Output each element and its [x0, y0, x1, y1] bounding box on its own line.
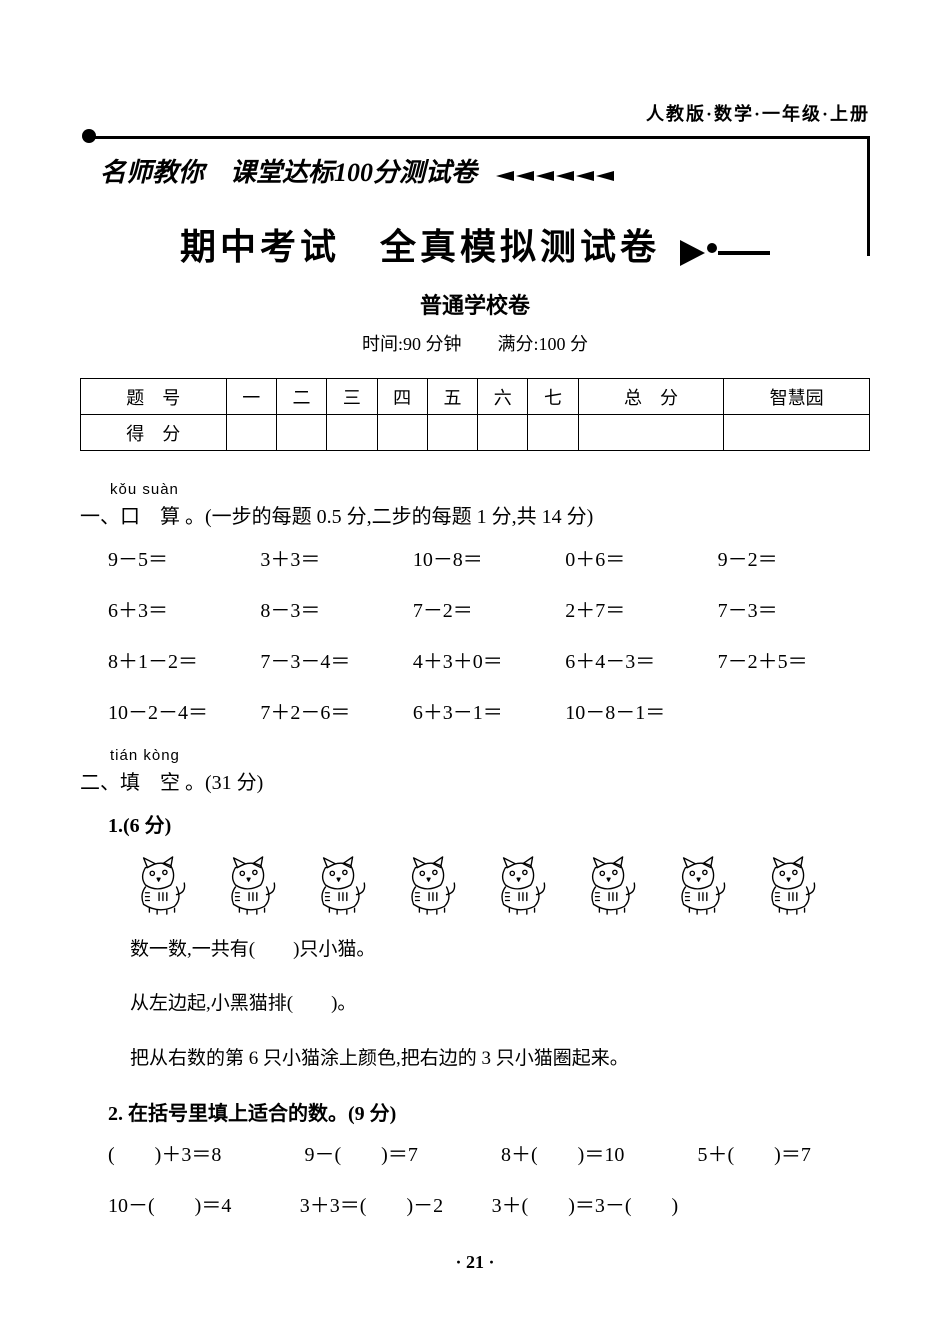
- q2-label: 2. 在括号里填上适合的数。(9 分): [108, 1097, 870, 1126]
- cat-icon: [130, 854, 192, 916]
- col-智慧园: 智慧园: [724, 379, 870, 415]
- fill-cell: ( )＋3＝8: [108, 1138, 281, 1167]
- cat-icon: [490, 854, 552, 916]
- calc-cell: [718, 696, 870, 725]
- score-cell: [478, 415, 528, 451]
- calc-cell: 8－3＝: [260, 594, 412, 623]
- calc-cell: 9－5＝: [108, 543, 260, 572]
- fill-cell: [702, 1189, 870, 1218]
- score-cell: [578, 415, 724, 451]
- score-cell: [226, 415, 276, 451]
- fill-cell: 10－( )＝4: [108, 1189, 276, 1218]
- cats-row: [130, 854, 870, 916]
- calc-cell: 6＋4－3＝: [565, 645, 717, 674]
- cat-icon: [220, 854, 282, 916]
- q1-line-c: 把从右数的第 6 只小猫涂上颜色,把右边的 3 只小猫圈起来。: [130, 1043, 870, 1075]
- score-cell: [276, 415, 326, 451]
- calc-row: 8＋1－2＝7－3－4＝4＋3＋0＝6＋4－3＝7－2＋5＝: [108, 645, 870, 674]
- calc-cell: 7－2＝: [413, 594, 565, 623]
- calc-cell: 8＋1－2＝: [108, 645, 260, 674]
- calc-cell: 7－3－4＝: [260, 645, 412, 674]
- q1-label: 1.(6 分): [108, 809, 870, 838]
- calc-cell: 3＋3＝: [260, 543, 412, 572]
- col-六: 六: [478, 379, 528, 415]
- score-cell: [377, 415, 427, 451]
- fill-cell: 3＋( )＝3－( ): [492, 1189, 679, 1218]
- q1-line-b: 从左边起,小黑猫排( )。: [130, 988, 870, 1020]
- calc-cell: 10－2－4＝: [108, 696, 260, 725]
- calc-cell: 7＋2－6＝: [260, 696, 412, 725]
- series-ornament-icon: [496, 160, 616, 190]
- section-1-pinyin: kǒu suàn: [110, 481, 870, 498]
- calc-cell: 10－8－1＝: [565, 696, 717, 725]
- calc-row: 9－5＝3＋3＝10－8＝0＋6＝9－2＝: [108, 543, 870, 572]
- calc-cell: 6＋3＝: [108, 594, 260, 623]
- main-title-text: 期中考试 全真模拟测试卷: [180, 226, 660, 267]
- calc-cell: 6＋3－1＝: [413, 696, 565, 725]
- q1-line-a: 数一数,一共有( )只小猫。: [130, 934, 870, 966]
- calc-row: 10－2－4＝7＋2－6＝6＋3－1＝10－8－1＝: [108, 696, 870, 725]
- title-arrow-icon: [680, 235, 770, 265]
- edition-label: 人教版·数学·一年级·上册: [80, 100, 870, 126]
- main-title: 期中考试 全真模拟测试卷: [80, 218, 870, 270]
- col-总 分: 总 分: [578, 379, 724, 415]
- row-label: 得 分: [81, 415, 227, 451]
- score-cell: [427, 415, 477, 451]
- score-cell: [327, 415, 377, 451]
- section-1: kǒu suàn 一、口 算 。(一步的每题 0.5 分,二步的每题 1 分,共…: [80, 481, 870, 725]
- col-四: 四: [377, 379, 427, 415]
- col-label: 题 号: [81, 379, 227, 415]
- calc-row: 6＋3＝8－3＝7－2＝2＋7＝7－3＝: [108, 594, 870, 623]
- cat-icon: [580, 854, 642, 916]
- fill-cell: 5＋( )＝7: [698, 1138, 871, 1167]
- calc-cell: 7－2＋5＝: [718, 645, 870, 674]
- score-header-row: 题 号一二三四五六七总 分智慧园: [81, 379, 870, 415]
- fill-cell: 9－( )＝7: [305, 1138, 478, 1167]
- fill-cell: 3＋3＝( )－2: [300, 1189, 468, 1218]
- fill-row: 10－( )＝4 3＋3＝( )－2 3＋( )＝3－( ): [108, 1189, 870, 1218]
- col-三: 三: [327, 379, 377, 415]
- cat-icon: [400, 854, 462, 916]
- calc-cell: 2＋7＝: [565, 594, 717, 623]
- fill-row: ( )＋3＝8 9－( )＝7 8＋( )＝10 5＋( )＝7: [108, 1138, 870, 1167]
- calc-cell: 4＋3＋0＝: [413, 645, 565, 674]
- calc-cell: 7－3＝: [718, 594, 870, 623]
- calc-cell: 9－2＝: [718, 543, 870, 572]
- header-rule: [80, 132, 870, 162]
- meta-line: 时间:90 分钟 满分:100 分: [80, 330, 870, 356]
- score-value-row: 得 分: [81, 415, 870, 451]
- section-2-title: 二、填 空 。(31 分): [80, 766, 870, 795]
- section-2: tián kòng 二、填 空 。(31 分) 1.(6 分): [80, 747, 870, 1218]
- fill-cell: 8＋( )＝10: [501, 1138, 674, 1167]
- col-二: 二: [276, 379, 326, 415]
- score-cell: [528, 415, 578, 451]
- calc-grid: 9－5＝3＋3＝10－8＝0＋6＝9－2＝6＋3＝8－3＝7－2＝2＋7＝7－3…: [108, 543, 870, 725]
- col-七: 七: [528, 379, 578, 415]
- section-2-pinyin: tián kòng: [110, 747, 870, 764]
- page-number: · 21 ·: [0, 1252, 950, 1273]
- section-1-title: 一、口 算 。(一步的每题 0.5 分,二步的每题 1 分,共 14 分): [80, 500, 870, 529]
- cat-icon: [310, 854, 372, 916]
- cat-icon: [760, 854, 822, 916]
- calc-cell: 0＋6＝: [565, 543, 717, 572]
- cat-icon: [670, 854, 732, 916]
- sub-title: 普通学校卷: [80, 288, 870, 320]
- col-五: 五: [427, 379, 477, 415]
- score-table: 题 号一二三四五六七总 分智慧园 得 分: [80, 378, 870, 451]
- col-一: 一: [226, 379, 276, 415]
- series-title-text: 名师教你 课堂达标100分测试卷: [100, 158, 477, 187]
- score-cell: [724, 415, 870, 451]
- calc-cell: 10－8＝: [413, 543, 565, 572]
